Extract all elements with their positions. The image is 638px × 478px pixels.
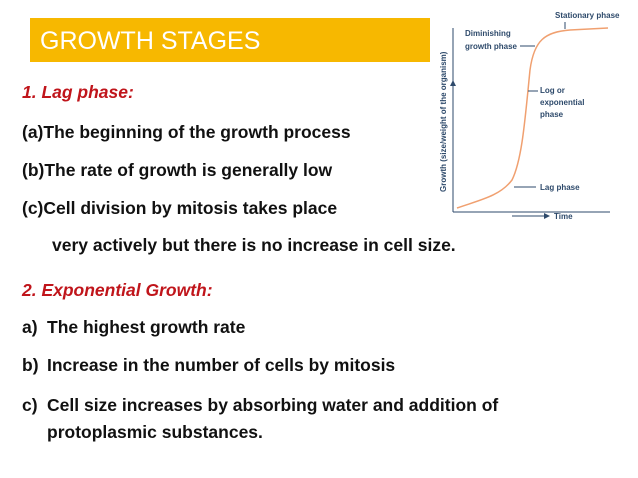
x-axis-label: Time [554,212,573,221]
diagram-label: growth phase [465,42,518,51]
item-marker: c) [22,395,38,415]
growth-diagram: Growth (size/weight of the organism) Tim… [439,11,620,221]
arrow [450,80,456,86]
section-heading: 2. Exponential Growth: [22,280,213,300]
diagram-label: phase [540,110,564,119]
diagram-label: Lag phase [540,183,580,192]
item: The highest growth rate [47,317,246,337]
diagram-label: exponential [540,98,584,107]
title-box: GROWTH STAGES [30,18,430,62]
y-axis-label: Growth (size/weight of the organism) [439,51,448,192]
item: Cell size increases by absorbing water a… [47,395,499,415]
growth-curve [456,27,609,209]
item-marker: b) [22,355,39,375]
title: GROWTH STAGES [40,27,261,55]
item: protoplasmic substances. [47,422,263,442]
item-marker: a) [22,317,38,337]
diagram-label: Diminishing [465,29,511,38]
item: (b)The rate of growth is generally low [22,160,333,180]
section-heading: 1. Lag phase: [22,82,134,102]
item: (c)Cell division by mitosis takes place [22,198,338,218]
diagram-label: Stationary phase [555,11,620,20]
diagram-label: Log or [540,86,565,95]
item: very actively but there is no increase i… [52,235,456,255]
item: (a)The beginning of the growth process [22,122,351,142]
arrow [544,213,550,219]
item: Increase in the number of cells by mitos… [47,355,396,375]
